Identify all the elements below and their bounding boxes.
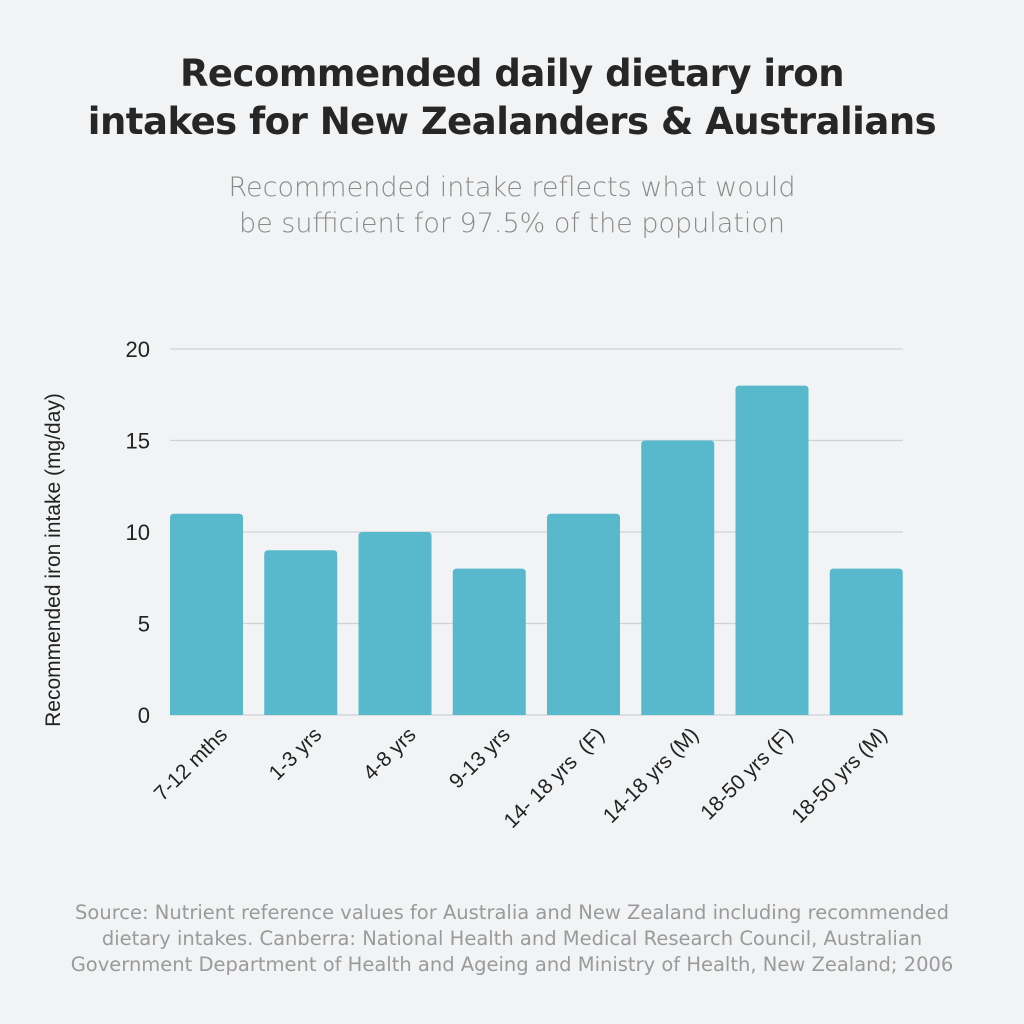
chart-subtitle: Recommended intake reflects what would b… (0, 170, 1024, 242)
bar (358, 532, 432, 715)
bar (452, 568, 526, 715)
chart-title-line-1: Recommended daily dietary iron (179, 52, 845, 95)
chart-title-line-2: intakes for New Zealanders & Australians (87, 100, 937, 143)
chart-subtitle-line-1: Recommended intake reflects what would (228, 172, 796, 203)
y-tick-label: 10 (126, 520, 150, 545)
bar (170, 513, 243, 715)
chart-title: Recommended daily dietary iron intakes f… (0, 50, 1024, 146)
bar (547, 513, 620, 715)
chart-subtitle-line-2: be sufficient for 97.5% of the populatio… (238, 208, 786, 239)
x-tick-label: 14-18 yrs (M) (599, 723, 704, 828)
y-tick-label: 15 (126, 429, 150, 454)
x-tick-label: 1-3 yrs (265, 723, 327, 785)
x-tick-label: 7-12 mths (150, 723, 232, 805)
source-note: Source: Nutrient reference values for Au… (70, 901, 954, 976)
bar (829, 568, 903, 715)
y-tick-label: 5 (138, 612, 150, 637)
y-tick-label: 20 (126, 337, 150, 362)
y-axis-label: Recommended iron intake (mg/day) (42, 393, 65, 727)
y-tick-label: 0 (138, 703, 150, 728)
x-tick-label: 9-13 yrs (445, 723, 515, 793)
x-tick-label: 14- 18 yrs (F) (500, 723, 610, 833)
x-tick-label: 18-50 yrs (F) (696, 723, 797, 824)
bar (264, 550, 338, 715)
x-tick-label: 18-50 yrs (M) (787, 723, 892, 828)
bar (735, 385, 809, 715)
bar (641, 440, 715, 715)
x-tick-label: 4-8 yrs (359, 723, 421, 785)
